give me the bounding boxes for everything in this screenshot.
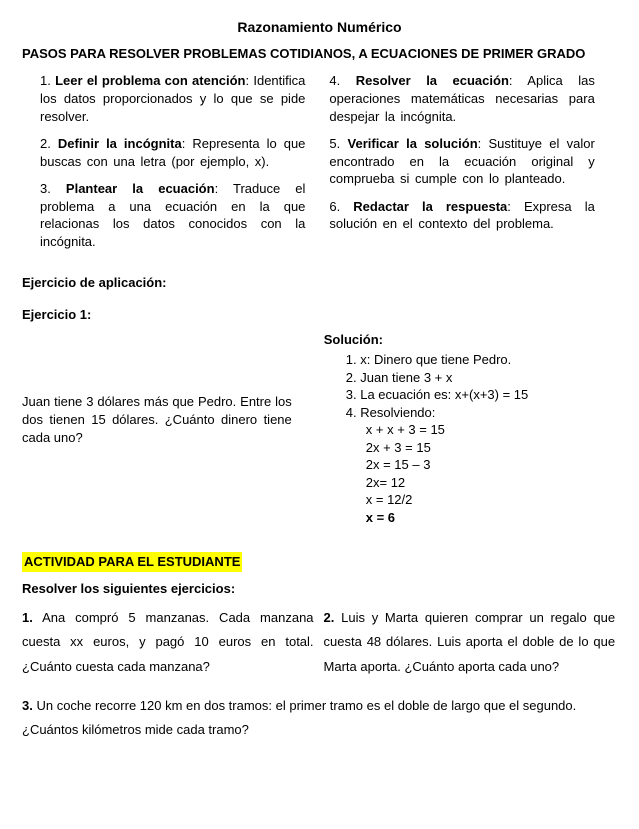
step-item: 2. Definir la incógnita: Representa lo q… — [40, 135, 305, 170]
step-number: 3. — [40, 181, 51, 196]
solution-line: 3. La ecuación es: x+(x+3) = 15 — [346, 386, 617, 404]
problems-row: 1. Ana compró 5 manzanas. Cada manzana c… — [22, 606, 617, 680]
resolve-heading: Resolver los siguientes ejercicios: — [22, 580, 617, 598]
exercise1-solution: Solución: 1. x: Dinero que tiene Pedro. … — [324, 331, 617, 526]
step-head: Leer el problema con atención — [55, 73, 245, 88]
problem-text: Luis y Marta quieren comprar un regalo q… — [324, 610, 616, 674]
solution-final: x = 6 — [366, 509, 617, 527]
step-item: 3. Plantear la ecuación: Traduce el prob… — [40, 180, 305, 250]
problem-number: 3. — [22, 698, 33, 713]
problem-number: 1. — [22, 610, 33, 625]
steps-col-right: 4. Resolver la ecuación: Aplica las oper… — [329, 72, 594, 260]
step-head: Verificar la solución — [348, 136, 478, 151]
solution-line: 1. x: Dinero que tiene Pedro. — [346, 351, 617, 369]
step-item: 4. Resolver la ecuación: Aplica las oper… — [329, 72, 594, 125]
problem-number: 2. — [324, 610, 335, 625]
activity-heading: ACTIVIDAD PARA EL ESTUDIANTE — [22, 552, 242, 572]
step-number: 5. — [329, 136, 340, 151]
solution-subline: x + x + 3 = 15 — [366, 421, 617, 439]
step-number: 6. — [329, 199, 340, 214]
exercise1-heading: Ejercicio 1: — [22, 306, 617, 324]
step-head: Resolver la ecuación — [356, 73, 509, 88]
step-item: 5. Verificar la solución: Sustituye el v… — [329, 135, 594, 188]
step-number: 1. — [40, 73, 51, 88]
application-heading: Ejercicio de aplicación: — [22, 274, 617, 292]
solution-subline: x = 12/2 — [366, 491, 617, 509]
step-item: 6. Redactar la respuesta: Expresa la sol… — [329, 198, 594, 233]
solution-subline: 2x = 15 – 3 — [366, 456, 617, 474]
solution-heading: Solución: — [324, 331, 617, 349]
solution-subline: 2x + 3 = 15 — [366, 439, 617, 457]
problem-2: 2. Luis y Marta quieren comprar un regal… — [324, 606, 616, 680]
step-head: Redactar la respuesta — [353, 199, 507, 214]
steps-col-left: 1. Leer el problema con atención: Identi… — [40, 72, 305, 260]
step-number: 2. — [40, 136, 51, 151]
page-title: Razonamiento Numérico — [22, 18, 617, 37]
solution-line: 4. Resolviendo: — [346, 404, 617, 422]
exercise1-row: Juan tiene 3 dólares más que Pedro. Entr… — [22, 331, 617, 526]
problem-3: 3. Un coche recorre 120 km en dos tramos… — [22, 694, 617, 743]
solution-line: 2. Juan tiene 3 + x — [346, 369, 617, 387]
step-item: 1. Leer el problema con atención: Identi… — [40, 72, 305, 125]
page-subtitle: PASOS PARA RESOLVER PROBLEMAS COTIDIANOS… — [22, 45, 617, 63]
step-number: 4. — [329, 73, 340, 88]
solution-subline: 2x= 12 — [366, 474, 617, 492]
problem-text: Un coche recorre 120 km en dos tramos: e… — [22, 698, 576, 738]
problem-1: 1. Ana compró 5 manzanas. Cada manzana c… — [22, 606, 314, 680]
steps-columns: 1. Leer el problema con atención: Identi… — [40, 72, 617, 260]
problem-text: Ana compró 5 manzanas. Cada manzana cues… — [22, 610, 314, 674]
exercise1-text: Juan tiene 3 dólares más que Pedro. Entr… — [22, 331, 292, 526]
step-head: Definir la incógnita — [58, 136, 182, 151]
step-head: Plantear la ecuación — [66, 181, 215, 196]
